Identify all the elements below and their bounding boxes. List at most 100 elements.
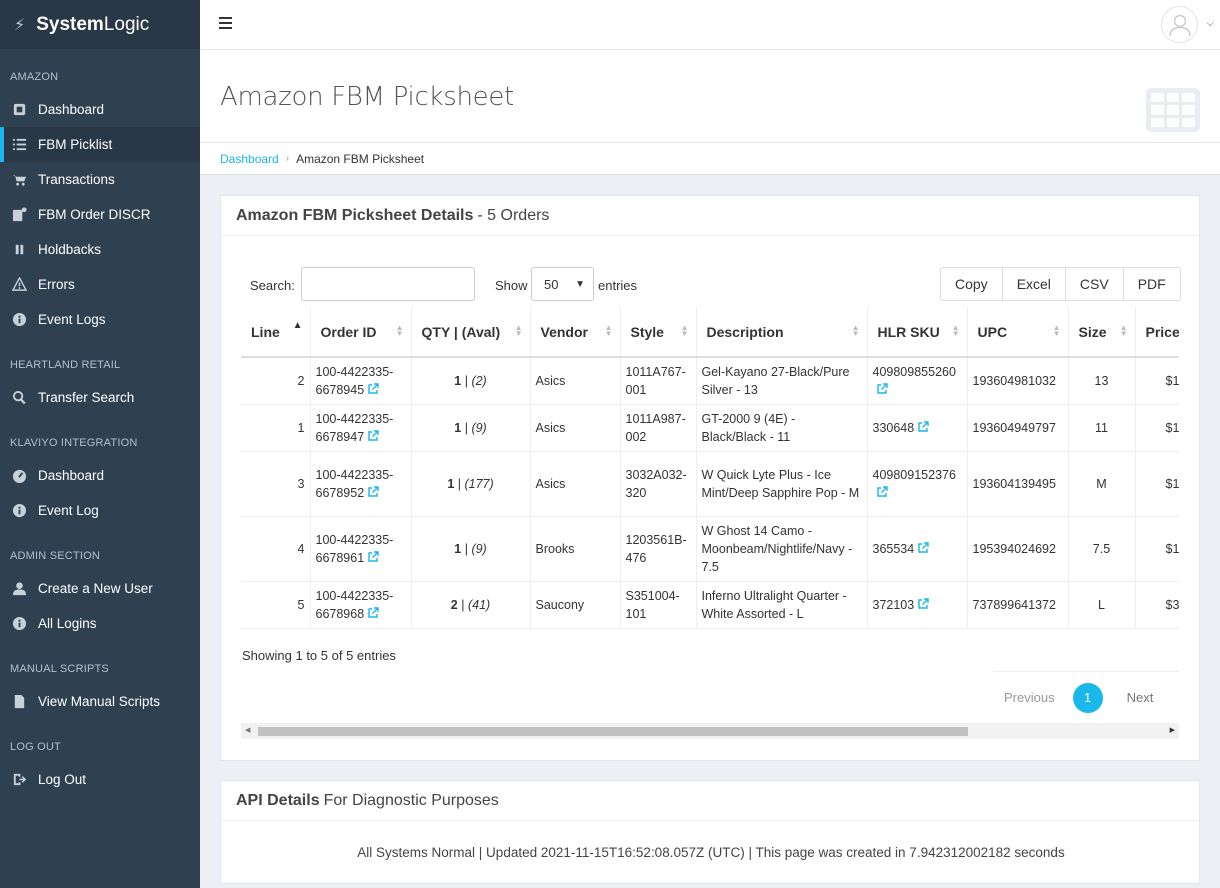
column-header-price[interactable]: Price▲▼ (1135, 307, 1179, 358)
brand-logo[interactable]: ⚡ System Logic (0, 0, 200, 49)
sort-icon: ▲ ▼ (514, 323, 523, 338)
external-link-icon[interactable] (367, 485, 379, 497)
list-icon (11, 136, 28, 153)
page-1-button[interactable]: 1 (1072, 682, 1103, 713)
order-id-cell: 100-4422335-6678961 (310, 516, 412, 582)
horizontal-scrollbar[interactable]: ◀ ▶ (241, 723, 1179, 739)
description-value: W Quick Lyte Plus - Ice Mint/Deep Sapphi… (701, 468, 860, 500)
external-link-icon[interactable] (917, 541, 929, 553)
chevron-down-icon[interactable]: ⌵ (1206, 18, 1214, 29)
sidebar-section-title: AMAZON (10, 71, 59, 83)
column-header-label: UPC (977, 323, 1008, 340)
qty-cell: 2 | (41) (411, 581, 531, 629)
column-header-upc[interactable]: UPC ▲ ▼ (967, 307, 1069, 358)
external-link-icon[interactable] (367, 606, 379, 618)
breadcrumb-home-link[interactable]: Dashboard (220, 151, 279, 166)
table-row: 5 100-4422335-6678968 2 | (41) Saucony S3510… (241, 581, 1179, 629)
sidebar-item-label: All Logins (38, 616, 97, 631)
external-link-icon[interactable] (876, 485, 888, 497)
api-subtitle: For Diagnostic Purposes (323, 791, 499, 809)
sidebar-item-errors[interactable]: Errors (0, 267, 200, 302)
column-header-style[interactable]: Style ▲ ▼ (620, 307, 697, 358)
sku-cell: 365534 (867, 516, 968, 582)
panel-title: Amazon FBM Picksheet Details (236, 206, 474, 224)
column-header-order-id[interactable]: Order ID ▲ ▼ (310, 307, 412, 358)
external-link-icon[interactable] (917, 597, 929, 609)
external-link-icon[interactable] (367, 382, 379, 394)
user-avatar[interactable] (1161, 6, 1198, 43)
sidebar-item-transactions[interactable]: Transactions (0, 162, 200, 197)
scroll-left-icon[interactable]: ◀ (245, 727, 251, 734)
entries-select[interactable]: 50 ▼ (531, 267, 594, 301)
column-header-line[interactable]: Line ▲ (241, 307, 311, 358)
aval-value: (41) (467, 598, 491, 612)
sidebar-item-label: FBM Picklist (38, 137, 113, 152)
sidebar-item-dashboard[interactable]: Dashboard (0, 458, 200, 493)
sidebar-section-title: LOG OUT (10, 741, 61, 753)
sort-icon: ▲ ▼ (395, 323, 404, 338)
entries-value: 50 (544, 276, 559, 292)
search-icon (11, 389, 28, 406)
sidebar-item-label: Holdbacks (38, 242, 102, 257)
external-link-icon[interactable] (367, 550, 379, 562)
table-row: 4 100-4422335-6678961 1 | (9) Brooks 1203561… (241, 516, 1179, 582)
column-header-qty-aval[interactable]: QTY | (Aval) ▲ ▼ (411, 307, 531, 358)
sidebar-item-create-a-new-user[interactable]: Create a New User (0, 571, 200, 606)
sidebar-item-fbm-order-discr[interactable]: FBM Order DISCR (0, 197, 200, 232)
upc-cell: 193604949797 (967, 404, 1069, 452)
sku-cell: 409809855260 (867, 357, 968, 405)
style-value: S351004-101 (625, 589, 680, 621)
external-link-icon[interactable] (367, 429, 379, 441)
sidebar-item-event-log[interactable]: Event Log (0, 493, 200, 528)
description-cell: W Quick Lyte Plus - Ice Mint/Deep Sapphi… (696, 451, 868, 517)
sku-value: 409809855260 (872, 365, 956, 379)
hamburger-menu-icon[interactable] (219, 17, 232, 29)
pdf-button[interactable]: PDF (1137, 276, 1166, 292)
sku-value: 330648 (872, 421, 915, 435)
column-header-vendor[interactable]: Vendor ▲ ▼ (530, 307, 621, 358)
vendor-value: Asics (535, 477, 566, 491)
column-header-size[interactable]: Size ▲ ▼ (1068, 307, 1136, 358)
description-value: Gel-Kayano 27-Black/Pure Silver - 13 (701, 365, 850, 397)
column-header-description[interactable]: Description ▲ ▼ (696, 307, 868, 358)
copy-button[interactable]: Copy (941, 268, 1003, 300)
next-page-button[interactable]: Next (1126, 690, 1154, 705)
table-body: 2 100-4422335-6678945 1 | (2) Asics 1011A767… (241, 357, 1179, 629)
external-link-icon[interactable] (917, 420, 929, 432)
scrollbar-thumb[interactable] (258, 727, 968, 736)
price-cell: $12 (1135, 516, 1179, 582)
sidebar-item-label: Dashboard (38, 102, 105, 117)
sidebar-item-fbm-picklist[interactable]: FBM Picklist (0, 127, 200, 162)
sort-icon: ▲ ▼ (1119, 323, 1128, 338)
upc-cell: 193604981032 (967, 357, 1069, 405)
sidebar-item-view-manual-scripts[interactable]: View Manual Scripts (0, 684, 200, 719)
aval-value: (9) (471, 542, 487, 556)
sidebar-item-all-logins[interactable]: All Logins (0, 606, 200, 641)
size-cell: 13 (1068, 357, 1136, 405)
column-header-label: HLR SKU (877, 323, 940, 340)
price-cell: $10 (1135, 404, 1179, 452)
entries-label: entries (598, 278, 638, 293)
excel-button[interactable]: Excel (1003, 268, 1066, 300)
csv-button[interactable]: CSV (1066, 268, 1124, 300)
line-cell: 1 (241, 404, 311, 452)
previous-page-button[interactable]: Previous (1004, 690, 1055, 705)
picksheet-table-wrapper: Line ▲ Order ID ▲ ▼ QTY | (Aval) ▲ ▼ Vendor ▲ ▼ Sty… (241, 307, 1179, 631)
line-value: 1 (297, 421, 305, 435)
column-header-hlr-sku[interactable]: HLR SKU ▲ ▼ (867, 307, 968, 358)
sidebar-item-holdbacks[interactable]: Holdbacks (0, 232, 200, 267)
sidebar-item-dashboard[interactable]: Dashboard (0, 92, 200, 127)
panel-heading: Amazon FBM Picksheet Details - 5 Orders (221, 196, 1199, 236)
scroll-right-icon[interactable]: ▶ (1169, 727, 1175, 734)
sidebar-item-label: Dashboard (38, 468, 105, 483)
sidebar-item-event-logs[interactable]: Event Logs (0, 302, 200, 337)
sort-icon: ▲ ▼ (1052, 323, 1061, 338)
upc-value: 193604139495 (972, 477, 1056, 491)
external-link-icon[interactable] (876, 382, 888, 394)
search-input[interactable] (301, 267, 475, 301)
sidebar-item-log-out[interactable]: Log Out (0, 762, 200, 797)
qty-cell: 1 | (9) (411, 404, 531, 452)
sidebar-item-transfer-search[interactable]: Transfer Search (0, 380, 200, 415)
picksheet-table: Line ▲ Order ID ▲ ▼ QTY | (Aval) ▲ ▼ Vendor ▲ ▼ Sty… (241, 307, 1179, 629)
column-header-label: Order ID (320, 323, 377, 340)
